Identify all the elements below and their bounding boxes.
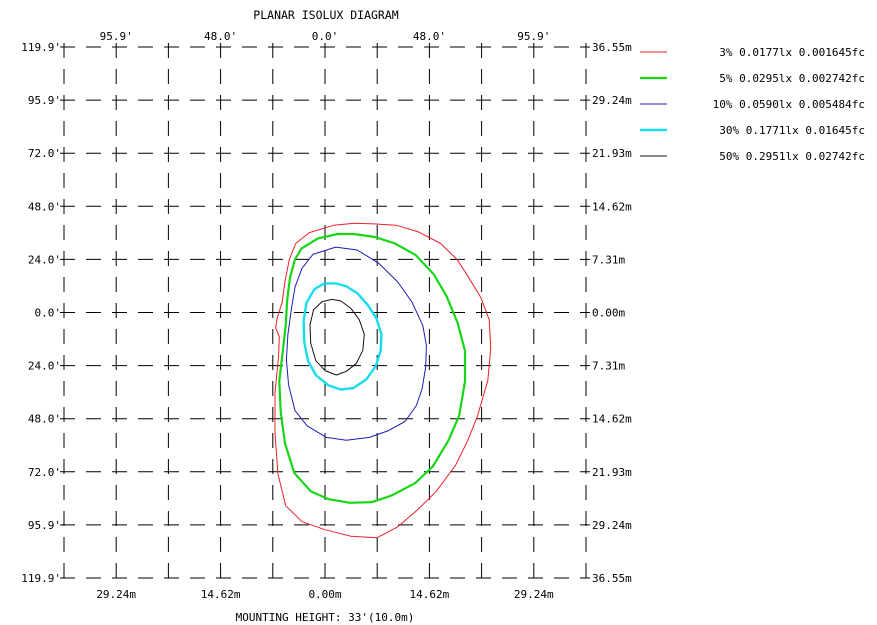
left-tick-label: 119.9' (21, 572, 61, 585)
isolux-contour (309, 298, 365, 376)
right-tick-label: 21.93m (592, 147, 632, 160)
top-tick-label: 95.9' (100, 30, 133, 43)
right-tick-label: 36.55m (592, 41, 632, 54)
grid (60, 43, 590, 579)
left-tick-label: 24.0' (28, 360, 61, 373)
bottom-tick-label: 14.62m (410, 588, 450, 601)
tick-labels: 95.9' 48.0' 0.0' 48.0' 95.9' 119.9' 95.9' 72.0'… (21, 30, 632, 601)
right-tick-label: 21.93m (592, 466, 632, 479)
right-tick-label: 0.00m (592, 307, 625, 320)
bottom-tick-label: 14.62m (201, 588, 241, 601)
legend-label: 10% 0.0590lx 0.005484fc (713, 98, 865, 111)
bottom-tick-label: 29.24m (514, 588, 554, 601)
right-tick-label: 14.62m (592, 413, 632, 426)
top-tick-label: 95.9' (517, 30, 550, 43)
legend-label: 5% 0.0295lx 0.002742fc (719, 72, 865, 85)
right-tick-label: 29.24m (592, 94, 632, 107)
right-tick-label: 7.31m (592, 253, 625, 266)
top-tick-label: 48.0' (413, 30, 446, 43)
right-tick-label: 29.24m (592, 519, 632, 532)
isolux-contour (274, 222, 492, 539)
right-tick-label: 14.62m (592, 200, 632, 213)
bottom-tick-label: 0.00m (308, 588, 341, 601)
isolux-contour (302, 282, 383, 391)
left-tick-label: 48.0' (28, 200, 61, 213)
left-tick-label: 24.0' (28, 253, 61, 266)
top-tick-label: 48.0' (204, 30, 237, 43)
legend-label: 3% 0.0177lx 0.001645fc (719, 46, 865, 59)
top-tick-label: 0.0' (312, 30, 339, 43)
chart-footer: MOUNTING HEIGHT: 33'(10.0m) (236, 611, 415, 624)
isolux-contour (285, 246, 427, 441)
left-tick-label: 48.0' (28, 413, 61, 426)
legend-label: 50% 0.2951lx 0.02742fc (719, 150, 865, 163)
isolux-contour (278, 232, 467, 504)
left-tick-label: 119.9' (21, 41, 61, 54)
left-tick-label: 95.9' (28, 94, 61, 107)
isolux-contours (274, 222, 492, 539)
left-tick-label: 95.9' (28, 519, 61, 532)
left-tick-label: 0.0' (35, 307, 62, 320)
bottom-tick-label: 29.24m (96, 588, 136, 601)
legend: 3% 0.0177lx 0.001645fc 5% 0.0295lx 0.0027… (640, 46, 865, 163)
legend-label: 30% 0.1771lx 0.01645fc (719, 124, 865, 137)
chart-title: PLANAR ISOLUX DIAGRAM (253, 8, 398, 22)
left-tick-label: 72.0' (28, 466, 61, 479)
left-tick-label: 72.0' (28, 147, 61, 160)
right-tick-label: 36.55m (592, 572, 632, 585)
right-tick-label: 7.31m (592, 360, 625, 373)
